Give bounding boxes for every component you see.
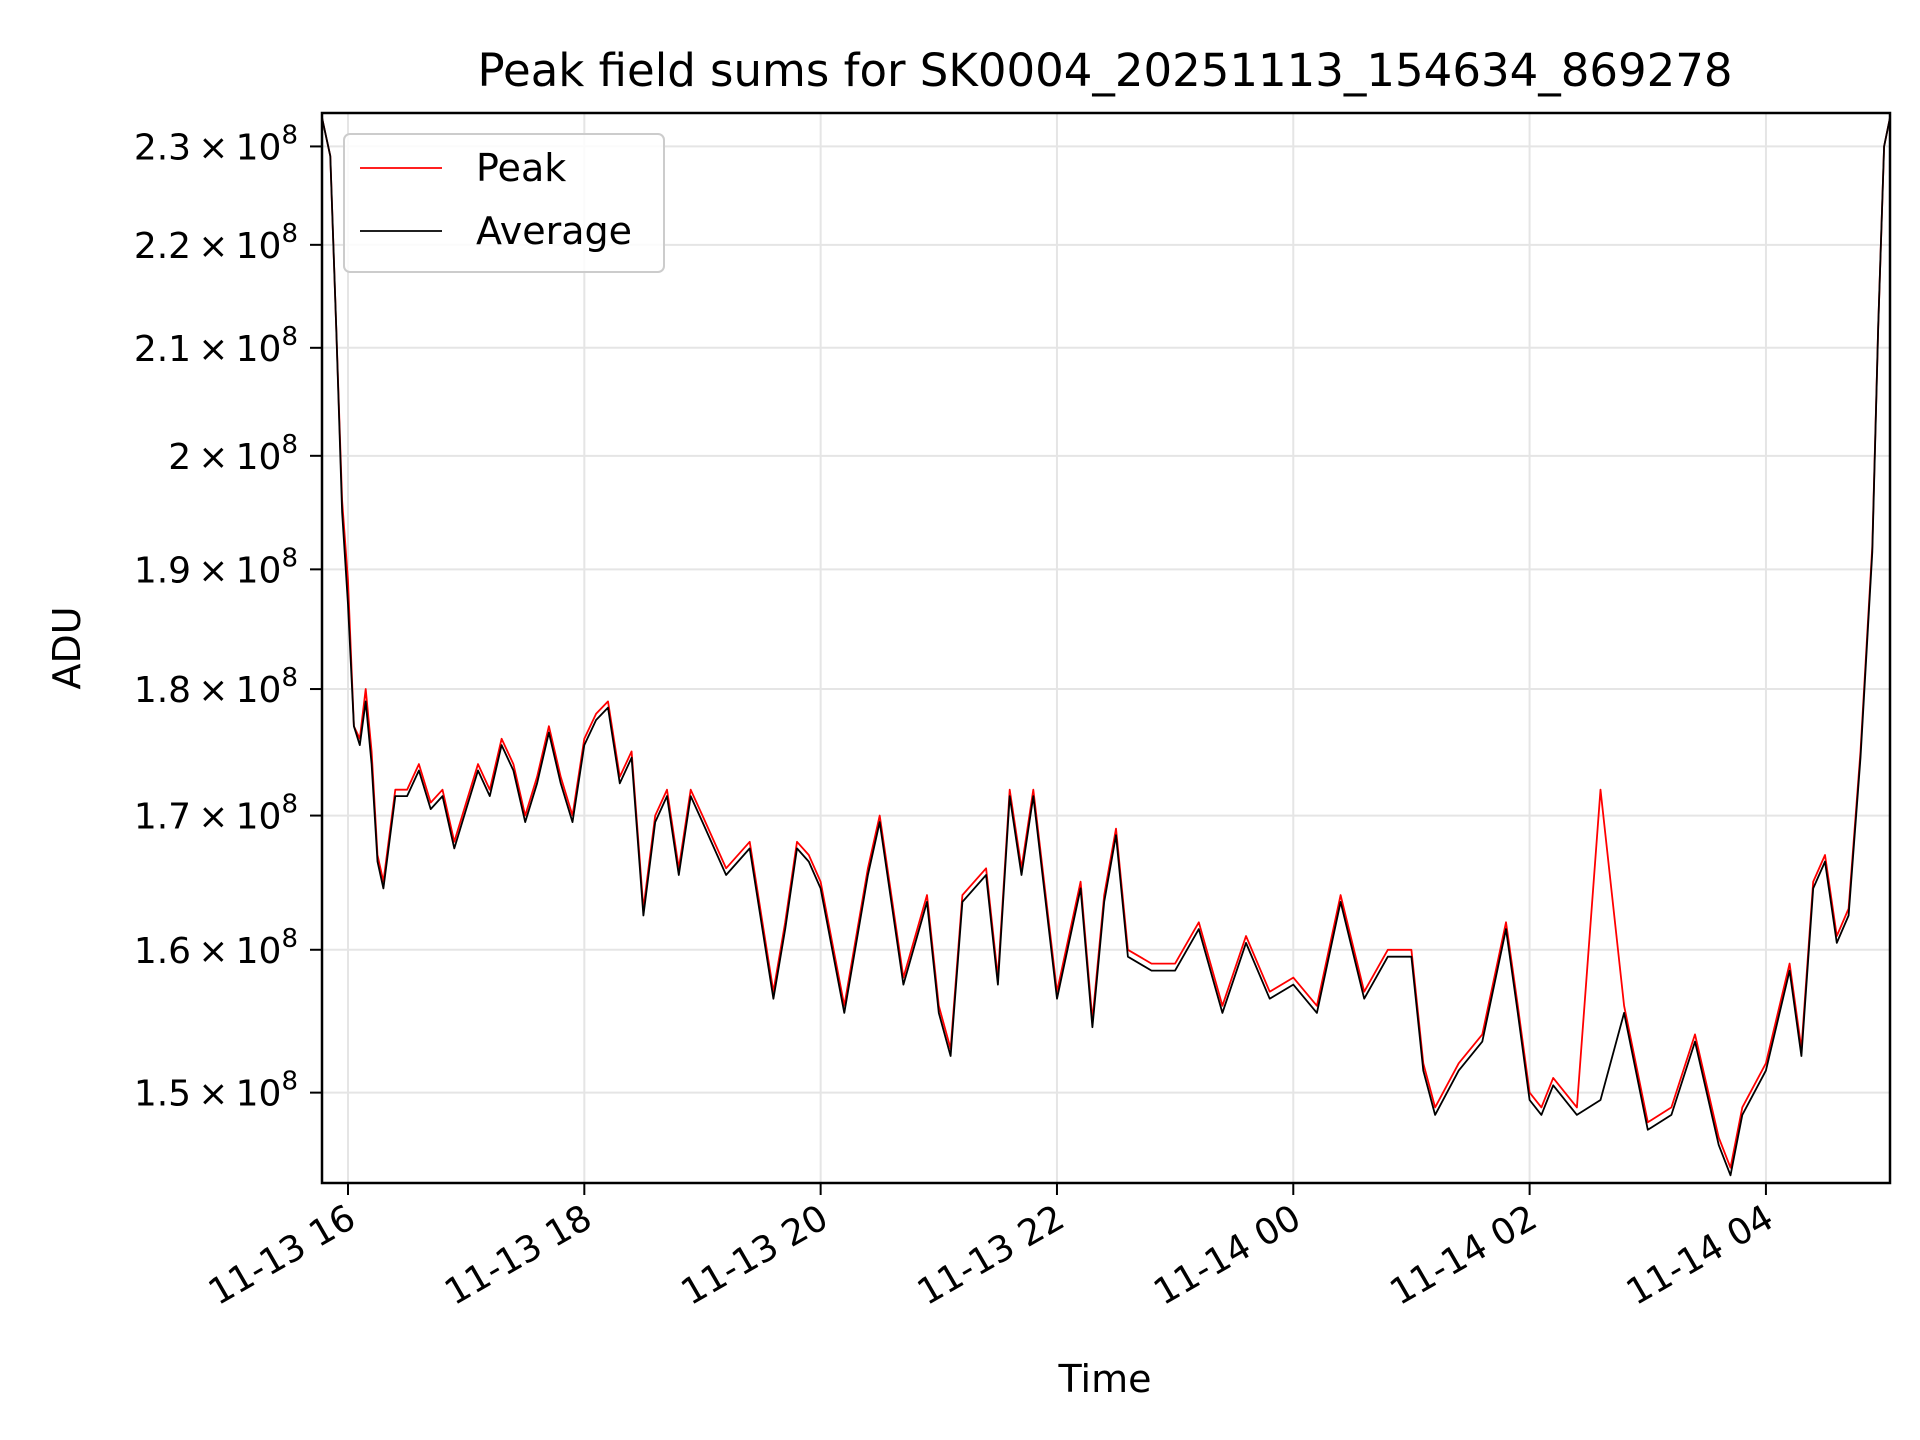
- legend-peak-label: Peak: [476, 146, 566, 190]
- y-tick-base: 10: [236, 670, 282, 711]
- y-axis-label: ADU: [45, 606, 89, 689]
- y-tick-label: 1.8 × 108: [134, 663, 298, 711]
- y-tick-exponent: 8: [281, 790, 298, 820]
- y-tick-times: ×: [191, 1074, 236, 1115]
- y-tick-exponent: 8: [281, 219, 298, 249]
- y-tick-exponent: 8: [281, 120, 298, 150]
- y-tick-base: 10: [236, 797, 282, 838]
- series-line-peak: [322, 117, 1890, 1169]
- y-tick-mantissa: 2.2: [134, 226, 191, 267]
- y-tick-base: 10: [236, 226, 282, 267]
- series-line-average: [322, 117, 1890, 1177]
- y-tick-times: ×: [191, 670, 236, 711]
- y-tick-times: ×: [191, 329, 236, 370]
- chart-title: Peak field sums for SK0004_20251113_1546…: [478, 44, 1733, 97]
- grid: [322, 113, 1890, 1183]
- y-tick-times: ×: [191, 931, 236, 972]
- y-tick-label: 2.2 × 108: [134, 219, 298, 267]
- y-tick-times: ×: [191, 226, 236, 267]
- y-tick-exponent: 8: [281, 924, 298, 954]
- y-tick-mantissa: 2: [168, 437, 191, 478]
- y-tick-exponent: 8: [281, 430, 298, 460]
- y-tick-base: 10: [236, 550, 282, 591]
- y-tick-base: 10: [236, 931, 282, 972]
- y-tick-exponent: 8: [281, 663, 298, 693]
- y-tick-exponent: 8: [281, 1067, 298, 1097]
- y-tick-mantissa: 2.3: [134, 127, 191, 168]
- series-layer: [322, 117, 1890, 1177]
- y-tick-mantissa: 1.9: [134, 550, 191, 591]
- y-tick-times: ×: [191, 797, 236, 838]
- y-tick-base: 10: [236, 1074, 282, 1115]
- legend: Peak Average: [343, 133, 665, 273]
- legend-average-label: Average: [476, 209, 632, 253]
- y-tick-times: ×: [191, 550, 236, 591]
- y-tick-exponent: 8: [281, 543, 298, 573]
- y-tick-times: ×: [191, 437, 236, 478]
- y-tick-label: 2.3 × 108: [134, 120, 298, 168]
- y-tick-exponent: 8: [281, 322, 298, 352]
- y-tick-times: ×: [191, 127, 236, 168]
- y-tick-base: 10: [236, 437, 282, 478]
- y-tick-label: 2.1 × 108: [134, 322, 298, 370]
- y-tick-mantissa: 1.7: [134, 797, 191, 838]
- y-tick-mantissa: 1.6: [134, 931, 191, 972]
- y-tick-base: 10: [236, 127, 282, 168]
- y-tick-mantissa: 2.1: [134, 329, 191, 370]
- y-tick-base: 10: [236, 329, 282, 370]
- y-tick-label: 1.7 × 108: [134, 790, 298, 838]
- y-tick-label: 1.6 × 108: [134, 924, 298, 972]
- y-tick-label: 1.9 × 108: [134, 543, 298, 591]
- y-tick-mantissa: 1.5: [134, 1074, 191, 1115]
- y-tick-label: 1.5 × 108: [134, 1067, 298, 1115]
- y-tick-label: 2 × 108: [168, 430, 298, 478]
- plot-frame: [320, 111, 1892, 1185]
- x-axis-label: Time: [1058, 1357, 1152, 1401]
- y-tick-mantissa: 1.8: [134, 670, 191, 711]
